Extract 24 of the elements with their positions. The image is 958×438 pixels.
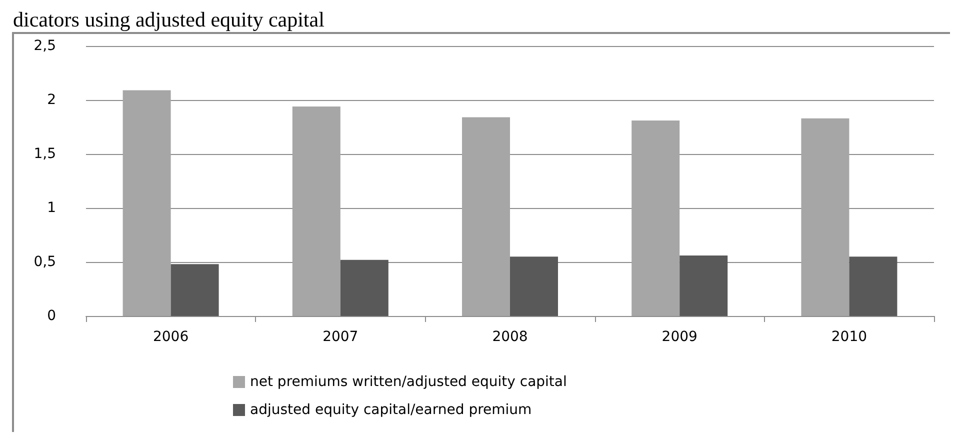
x-tick-label: 2010 (831, 329, 868, 345)
bar (510, 256, 558, 316)
y-tick-label: 2 (47, 92, 56, 108)
bar (849, 256, 898, 316)
y-tick-label: 1,5 (34, 146, 56, 162)
y-tick-label: 0,5 (34, 254, 56, 270)
bar (170, 264, 219, 316)
bar (340, 260, 388, 316)
x-tick-label: 2007 (322, 329, 358, 345)
x-tick-label: 2008 (492, 329, 528, 345)
bar (462, 117, 510, 316)
x-tick-label: 2006 (152, 329, 189, 345)
bar (292, 106, 340, 316)
bar (680, 256, 728, 316)
y-tick-label: 1 (47, 200, 56, 216)
bar (632, 120, 680, 316)
x-tick-label: 2009 (662, 329, 698, 345)
legend-label: net premiums written/adjusted equity capital (250, 374, 567, 390)
y-tick-label: 0 (47, 308, 56, 324)
legend-label: adjusted equity capital/earned premium (250, 402, 532, 418)
bar (801, 118, 850, 316)
y-tick-label: 2,5 (34, 38, 56, 54)
bar (122, 90, 171, 316)
chart-title: dicators using adjusted equity capital (13, 8, 325, 32)
